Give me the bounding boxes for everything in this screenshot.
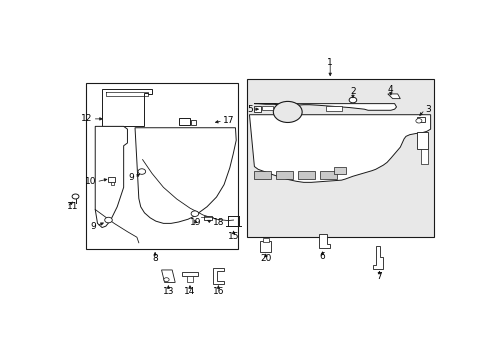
Text: 3: 3 <box>424 105 430 114</box>
Bar <box>186 276 193 283</box>
Bar <box>262 238 268 242</box>
Text: 20: 20 <box>260 255 271 264</box>
Circle shape <box>104 217 112 223</box>
Bar <box>420 149 427 164</box>
Text: 4: 4 <box>387 85 393 94</box>
Bar <box>254 171 271 179</box>
Bar <box>108 177 115 182</box>
Text: 11: 11 <box>67 202 78 211</box>
Text: 5: 5 <box>246 105 252 114</box>
FancyBboxPatch shape <box>246 79 433 237</box>
Text: 9: 9 <box>90 222 96 231</box>
Text: 6: 6 <box>319 252 325 261</box>
Polygon shape <box>95 126 127 228</box>
Text: 12: 12 <box>81 114 92 123</box>
Bar <box>416 117 424 122</box>
Text: 7: 7 <box>376 271 382 280</box>
Text: 9: 9 <box>128 173 134 182</box>
Circle shape <box>163 278 169 282</box>
Bar <box>178 118 189 125</box>
Text: 14: 14 <box>184 287 195 296</box>
Text: 2: 2 <box>349 87 355 96</box>
Polygon shape <box>249 115 430 183</box>
Bar <box>416 132 427 149</box>
Bar <box>298 171 315 179</box>
FancyBboxPatch shape <box>85 84 238 249</box>
Bar <box>111 182 114 185</box>
Text: 8: 8 <box>152 253 158 262</box>
Polygon shape <box>213 268 223 284</box>
Bar <box>254 105 261 112</box>
Text: 19: 19 <box>189 218 201 227</box>
Polygon shape <box>372 246 383 269</box>
Bar <box>326 107 341 111</box>
Polygon shape <box>135 128 236 223</box>
Circle shape <box>138 169 145 174</box>
Polygon shape <box>387 94 400 99</box>
Bar <box>260 241 270 252</box>
Text: 17: 17 <box>223 116 234 125</box>
Circle shape <box>348 97 356 103</box>
Bar <box>276 171 293 179</box>
Text: 18: 18 <box>212 218 224 227</box>
Bar <box>333 167 346 174</box>
Polygon shape <box>161 270 175 283</box>
Text: 16: 16 <box>212 287 224 296</box>
Polygon shape <box>254 104 396 110</box>
Polygon shape <box>102 89 152 126</box>
Text: 1: 1 <box>326 58 332 67</box>
Circle shape <box>415 118 421 123</box>
Text: 13: 13 <box>163 287 174 296</box>
Text: 15: 15 <box>227 232 239 241</box>
Circle shape <box>273 102 302 122</box>
Polygon shape <box>318 234 329 248</box>
Text: 10: 10 <box>85 177 96 186</box>
Circle shape <box>191 211 198 216</box>
Bar <box>191 120 195 125</box>
Circle shape <box>72 194 79 199</box>
Bar <box>182 272 197 276</box>
Bar <box>320 171 337 179</box>
Bar <box>204 216 211 220</box>
Bar <box>262 106 272 110</box>
